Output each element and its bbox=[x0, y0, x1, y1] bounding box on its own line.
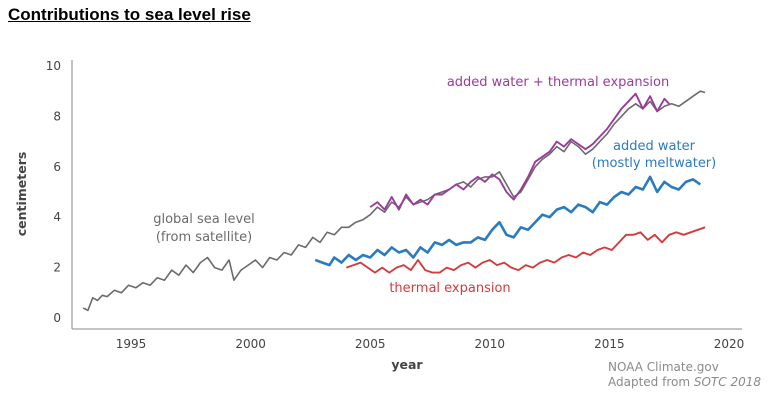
x-tick-label: 2010 bbox=[475, 337, 506, 351]
y-axis-label: centimeters bbox=[14, 152, 29, 237]
x-tick-label: 2005 bbox=[355, 337, 386, 351]
x-tick-label: 1995 bbox=[116, 337, 147, 351]
x-axis-label: year bbox=[391, 357, 423, 372]
credit-source: SOTC 2018 bbox=[694, 375, 761, 389]
x-tick-label: 2020 bbox=[714, 337, 745, 351]
x-tick-labels: 1995 2000 2005 2010 2015 2020 bbox=[116, 337, 745, 351]
credit-line-1: NOAA Climate.gov bbox=[608, 360, 719, 374]
credit-line-2: Adapted from SOTC 2018 bbox=[608, 375, 761, 389]
y-tick-labels: 0 2 4 6 8 10 bbox=[46, 59, 61, 325]
series-line-added-water-mostly-meltwater bbox=[314, 175, 702, 267]
annotation-global-sea-level: global sea level bbox=[153, 212, 255, 227]
annotation-global-sea-level-sub: (from satellite) bbox=[156, 230, 252, 245]
y-tick-label: 8 bbox=[53, 109, 61, 123]
x-tick-label: 2015 bbox=[594, 337, 625, 351]
credit-prefix: Adapted from bbox=[608, 375, 694, 389]
annotation-added-water: added water bbox=[613, 139, 696, 154]
chart-title: Contributions to sea level rise bbox=[8, 5, 251, 24]
annotation-added-water-sub: (mostly meltwater) bbox=[592, 156, 716, 171]
series-line-global-sea-level-from-satellite bbox=[82, 90, 706, 312]
axes bbox=[71, 60, 742, 330]
series-line-added-water-thermal-expansion bbox=[369, 92, 670, 211]
annotations: global sea level (from satellite) added … bbox=[153, 75, 716, 296]
series-line-thermal-expansion bbox=[345, 226, 706, 274]
x-tick-label: 2000 bbox=[235, 337, 266, 351]
series-layer bbox=[82, 90, 706, 312]
annotation-combined: added water + thermal expansion bbox=[447, 75, 669, 90]
y-tick-label: 10 bbox=[46, 59, 61, 73]
y-tick-label: 2 bbox=[53, 261, 61, 275]
y-tick-label: 4 bbox=[53, 210, 61, 224]
annotation-thermal-expansion: thermal expansion bbox=[389, 281, 510, 296]
y-tick-label: 6 bbox=[53, 160, 61, 174]
y-tick-label: 0 bbox=[53, 311, 61, 325]
